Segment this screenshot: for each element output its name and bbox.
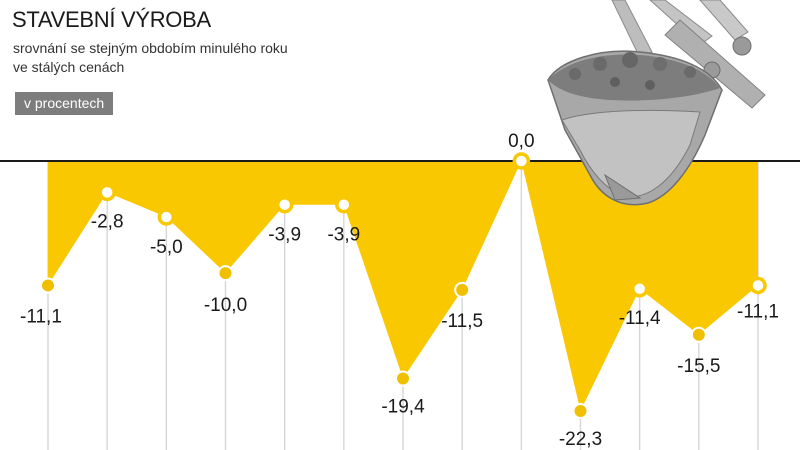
data-point bbox=[749, 276, 767, 295]
data-label: -22,3 bbox=[559, 429, 602, 450]
data-label: 0,0 bbox=[508, 131, 534, 152]
data-point bbox=[335, 195, 353, 214]
data-point bbox=[98, 183, 116, 202]
data-point bbox=[217, 265, 234, 282]
data-label: -11,4 bbox=[619, 308, 661, 329]
data-label: -11,1 bbox=[737, 301, 779, 322]
data-label: -15,5 bbox=[677, 356, 720, 377]
excavator-bucket-icon bbox=[547, 0, 766, 206]
data-label: -10,0 bbox=[204, 295, 247, 316]
chart-title: STAVEBNÍ VÝROBA bbox=[12, 7, 211, 32]
data-markers bbox=[40, 152, 767, 419]
data-label: -11,5 bbox=[441, 311, 483, 332]
data-label: -19,4 bbox=[381, 396, 425, 417]
data-label: -5,0 bbox=[150, 237, 183, 258]
area-series bbox=[48, 161, 758, 411]
data-point bbox=[512, 152, 531, 170]
chart-subtitle-line-2: ve stálých cenách bbox=[13, 59, 125, 75]
data-label: -11,1 bbox=[20, 306, 62, 327]
data-point bbox=[40, 277, 56, 294]
data-labels: -11,1 -2,8 -5,0 -10,0 -3,9 -3,9 -19,4 -11,5 0,0 -… bbox=[20, 131, 779, 450]
data-label: -3,9 bbox=[268, 225, 301, 246]
data-point bbox=[395, 370, 411, 387]
data-point bbox=[630, 280, 649, 298]
data-label: -2,8 bbox=[91, 211, 124, 232]
area-fill-layer bbox=[48, 161, 758, 411]
unit-badge: v procentech bbox=[15, 92, 114, 115]
data-point bbox=[690, 326, 707, 343]
data-point bbox=[157, 208, 176, 226]
data-point bbox=[454, 281, 471, 298]
data-label: -3,9 bbox=[327, 225, 360, 246]
data-point bbox=[275, 195, 294, 214]
data-point bbox=[572, 403, 589, 419]
chart-subtitle-line-1: srovnání se stejným obdobím minulého rok… bbox=[13, 40, 288, 56]
